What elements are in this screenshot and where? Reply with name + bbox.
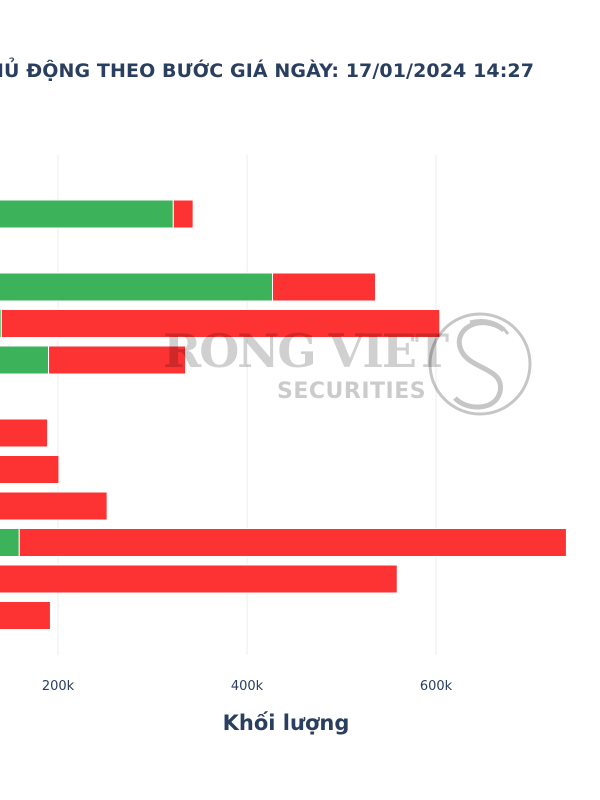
x-tick-label-1: 400k — [231, 679, 264, 694]
chart-title: HỦ ĐỘNG THEO BƯỚC GIÁ NGÀY: 17/01/2024 1… — [0, 60, 535, 82]
bar-sell-10 — [0, 564, 398, 594]
x-tick-label-0: 200k — [42, 679, 75, 694]
bar-sell-8 — [0, 491, 108, 521]
bar-buy-0 — [0, 199, 174, 229]
bar-sell-9 — [18, 528, 567, 557]
watermark-text-securities: SECURITIES — [277, 379, 426, 404]
watermark-text-brand: RONG VIET — [163, 324, 449, 378]
bars — [0, 199, 567, 630]
x-tick-label-2: 600k — [420, 679, 453, 694]
bar-buy-9 — [0, 528, 20, 557]
bar-buy-4 — [0, 345, 50, 375]
watermark-logo: RONG VIET SECURITIES — [163, 312, 532, 416]
bar-sell-7 — [0, 455, 60, 484]
bar-sell-3 — [0, 309, 441, 338]
bar-sell-4 — [48, 345, 187, 375]
bar-sell-6 — [0, 418, 49, 448]
dragon-s-logo-icon — [428, 312, 532, 416]
bar-sell-2 — [272, 272, 377, 302]
bar-buy-2 — [0, 272, 274, 302]
bar-sell-11 — [0, 601, 51, 630]
bar-sell-0 — [172, 199, 194, 229]
x-axis-ticks: 200k 400k 600k — [42, 679, 453, 694]
x-axis-label: Khối lượng — [222, 711, 350, 735]
